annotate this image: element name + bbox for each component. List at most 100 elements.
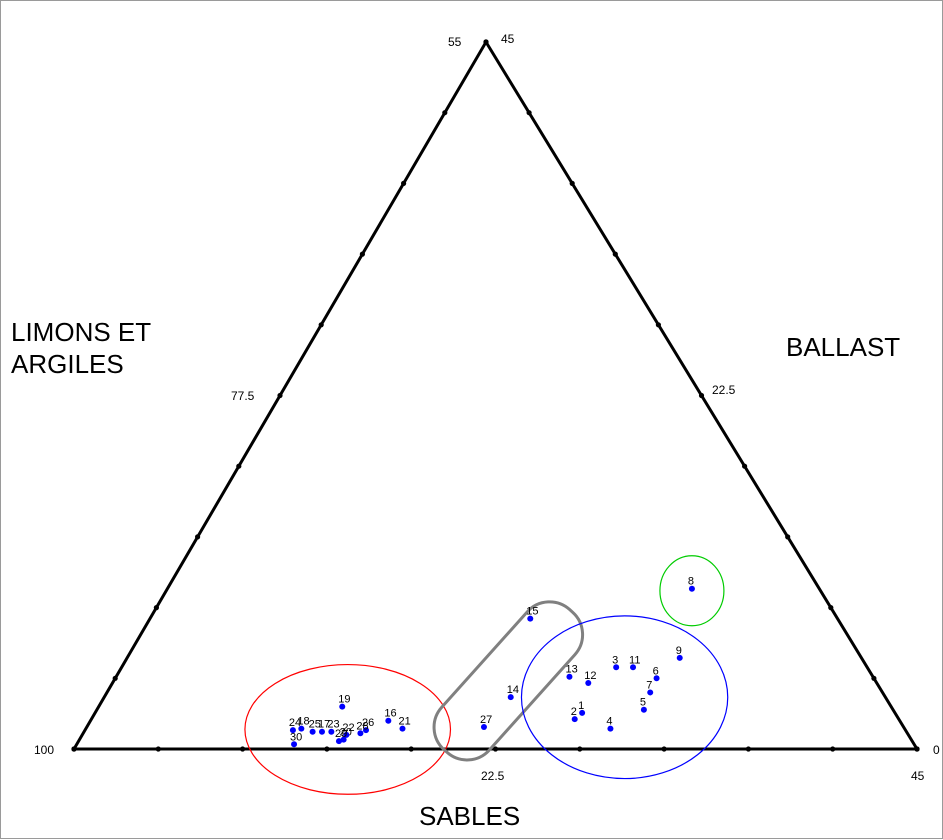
right-tick-dot (828, 605, 834, 611)
right-tick-dot (569, 180, 575, 186)
left-tick-dot (318, 322, 324, 328)
data-point-label-26: 26 (362, 717, 374, 729)
right-axis-title: BALLAST (786, 332, 900, 362)
data-point-label-9: 9 (676, 645, 682, 657)
right-tick-dot (655, 322, 662, 328)
data-point-14 (507, 694, 514, 701)
data-point-label-30: 30 (290, 731, 302, 743)
bottom-axis-title: SABLES (419, 801, 520, 831)
data-point-15 (527, 615, 534, 622)
left-axis-title-line-2: ARGILES (11, 349, 124, 379)
left-tick-dot (483, 39, 489, 45)
left-tick-dot (153, 605, 159, 611)
bottom-tick-dot (745, 746, 752, 752)
data-point-28 (357, 730, 364, 737)
data-point-1 (579, 709, 586, 716)
bottom-tick-dot (240, 746, 246, 752)
cluster-outline-1 (244, 663, 452, 795)
data-point-label-11: 11 (629, 654, 640, 666)
right-tick-dot (698, 392, 705, 399)
right-tick-dot (914, 746, 920, 752)
right-axis-tick-bottom: 0 (933, 743, 940, 757)
data-point-label-24: 24 (289, 717, 301, 729)
data-point-label-15: 15 (526, 606, 538, 618)
bottom-tick-dot (577, 746, 583, 752)
data-point-8 (688, 585, 695, 592)
bottom-tick-dot (830, 746, 836, 752)
triangle-frame (71, 39, 920, 751)
triangle-outline (71, 39, 920, 751)
left-tick-dot (195, 534, 201, 540)
right-tick-dot (742, 463, 748, 469)
data-point-26 (362, 727, 369, 734)
data-point-label-17: 17 (318, 719, 330, 731)
data-point-24 (289, 727, 296, 734)
data-point-label-14: 14 (507, 684, 519, 696)
data-point-label-8: 8 (688, 576, 694, 588)
data-point-label-2: 2 (571, 706, 577, 718)
data-point-3 (613, 664, 620, 671)
data-point-label-12: 12 (584, 670, 596, 682)
left-axis-tick-top: 55 (448, 35, 462, 49)
data-point-11 (630, 664, 637, 671)
data-point-19 (339, 703, 346, 710)
right-axis-tick-mid: 22.5 (712, 383, 736, 397)
left-axis-tick-bottom: 100 (34, 743, 54, 757)
left-tick-dot (277, 392, 283, 399)
left-tick-dot (236, 463, 242, 469)
left-tick-dot (401, 180, 407, 186)
cluster-outline-4 (659, 555, 725, 627)
data-point-5 (640, 706, 647, 713)
data-point-16 (385, 717, 392, 724)
bottom-tick-dot (155, 746, 161, 752)
data-point-label-13: 13 (565, 664, 577, 676)
data-point-label-3: 3 (612, 654, 618, 666)
data-point-label-23: 23 (327, 719, 339, 731)
data-point-label-6: 6 (653, 665, 659, 677)
cluster-outline-3 (520, 615, 729, 780)
right-tick-dot (612, 251, 618, 257)
right-axis-tick-top: 45 (501, 32, 515, 46)
data-point-23 (328, 728, 335, 735)
left-tick-dot (442, 110, 448, 116)
data-point-17 (318, 728, 325, 735)
data-point-9 (676, 654, 683, 661)
data-point-7 (647, 689, 654, 696)
data-point-label-16: 16 (384, 708, 396, 720)
bottom-axis-tick-right: 45 (911, 769, 925, 783)
data-point-label-19: 19 (338, 694, 350, 706)
right-tick-dot (871, 675, 877, 681)
left-tick-dot (112, 675, 118, 681)
bottom-tick-dot (492, 746, 499, 752)
data-point-label-25: 25 (309, 719, 321, 731)
data-point-label-5: 5 (640, 697, 646, 709)
data-point-label-29: 29 (335, 728, 347, 740)
bottom-tick-dot (408, 746, 414, 752)
data-point-25 (309, 728, 316, 735)
left-axis-title-line-1: LIMONS ET (11, 317, 151, 347)
tick-marks (71, 39, 920, 752)
data-point-18 (298, 725, 305, 732)
data-point-12 (585, 680, 592, 687)
bottom-tick-dot (324, 746, 330, 752)
data-point-label-28: 28 (356, 720, 368, 732)
right-tick-dot (526, 110, 532, 116)
data-point-2 (571, 716, 578, 723)
cluster-outlines (244, 555, 729, 795)
data-point-label-21: 21 (398, 716, 410, 728)
left-tick-dot (359, 251, 365, 257)
bottom-axis-tick-mid: 22.5 (481, 769, 505, 783)
right-tick-dot (785, 534, 791, 540)
left-tick-dot (71, 746, 77, 752)
data-points: 1234567891112131415161718192021222324252… (289, 576, 695, 748)
data-point-6 (653, 675, 660, 682)
bottom-tick-dot (661, 746, 667, 752)
cluster-outline-2 (432, 600, 585, 762)
data-point-label-7: 7 (646, 679, 652, 691)
data-point-label-22: 22 (342, 722, 354, 734)
data-point-4 (607, 725, 614, 732)
data-point-22 (343, 731, 350, 738)
data-point-30 (291, 741, 298, 748)
